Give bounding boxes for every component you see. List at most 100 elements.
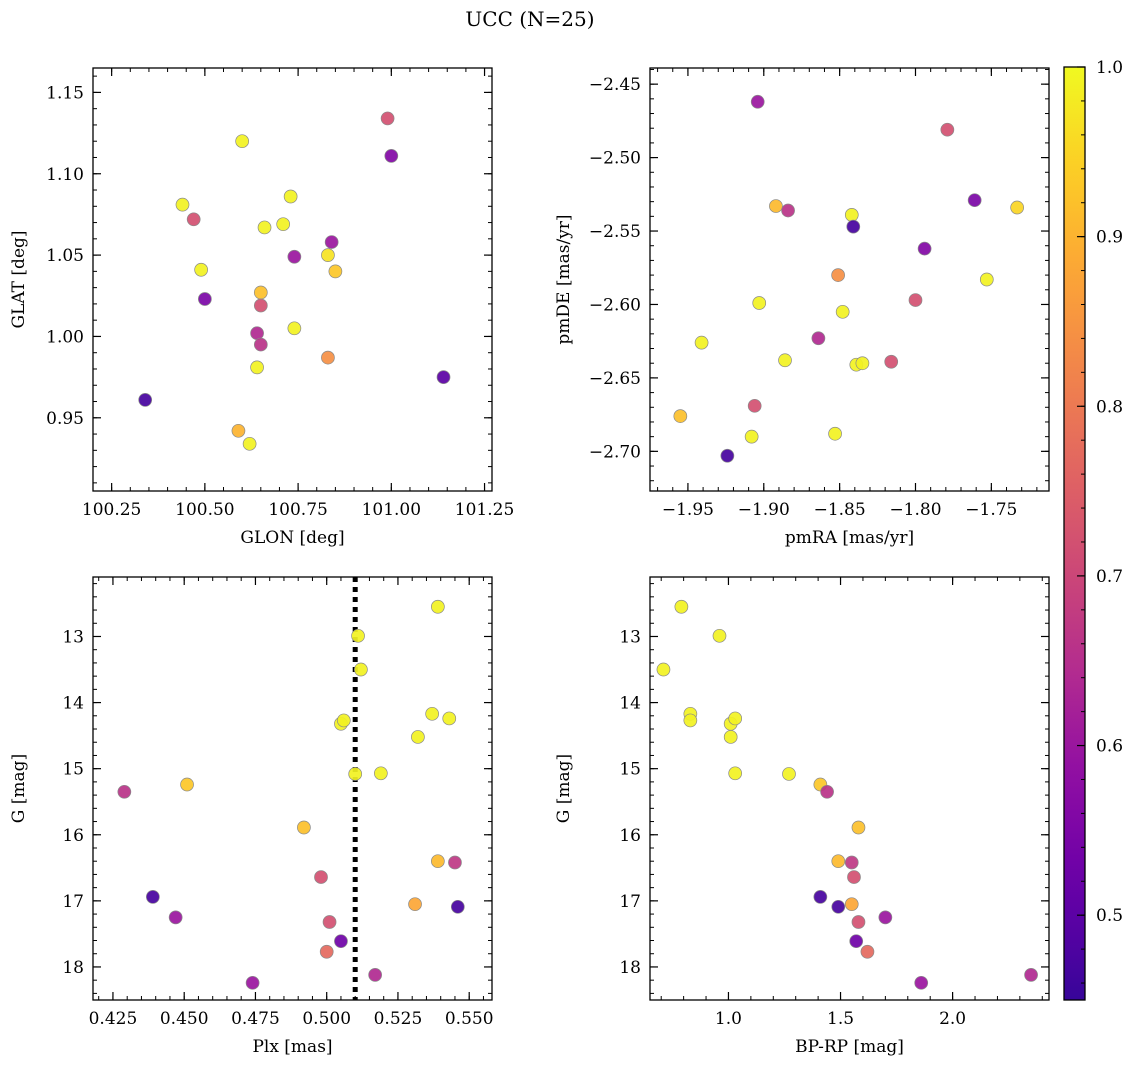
scatter-point xyxy=(380,111,395,126)
x-tick-label: 0.475 xyxy=(231,1009,280,1029)
x-tick-label: 0.500 xyxy=(302,1009,351,1029)
scatter-point xyxy=(168,910,183,925)
x-tick-label: 0.550 xyxy=(445,1009,494,1029)
x-tick-label: −1.95 xyxy=(662,500,714,520)
x-tick-label: 0.450 xyxy=(160,1009,209,1029)
colorbar-gradient xyxy=(1063,66,1086,1001)
x-tick-label: −1.80 xyxy=(889,500,941,520)
y-tick-label: 14 xyxy=(619,694,641,714)
scatter-point xyxy=(782,767,796,781)
panels: 100.25 100.50 100.75 101.00 101.25 0.95 1.00 1.… xyxy=(9,67,1050,1057)
y-tick-label: −2.55 xyxy=(589,222,641,242)
scatter-point xyxy=(835,304,850,319)
y-tick-label: −2.45 xyxy=(589,75,641,95)
x-tick-label: 0.425 xyxy=(89,1009,138,1029)
axes-frame xyxy=(92,576,493,1001)
scatter-point xyxy=(831,268,845,282)
scatter-point xyxy=(851,915,866,929)
x-tick-label: −1.75 xyxy=(965,500,1017,520)
scatter-point xyxy=(878,910,893,925)
scatter-point xyxy=(146,890,160,904)
scatter-point xyxy=(723,730,738,744)
scatter-point xyxy=(720,448,735,463)
scatter-point xyxy=(324,235,339,249)
scatter-point xyxy=(683,713,698,728)
scatter-point xyxy=(656,662,671,677)
scatter-point xyxy=(276,217,291,232)
y-tick-label: 16 xyxy=(619,826,641,846)
x-tick-label: 0.525 xyxy=(374,1009,423,1029)
scatter-points xyxy=(117,599,465,990)
x-axis-label: pmRA [mas/yr] xyxy=(785,528,914,548)
scatter-point xyxy=(231,423,246,438)
y-tick-label: 1.10 xyxy=(46,165,84,185)
scatter-point xyxy=(436,370,451,384)
scatter-point xyxy=(283,189,298,204)
minor-ticks xyxy=(650,577,1049,1000)
scatter-point xyxy=(334,934,348,949)
scatter-point xyxy=(253,337,268,352)
scatter-point xyxy=(250,360,264,375)
scatter-point xyxy=(354,662,368,677)
y-tick-label: 15 xyxy=(619,760,641,780)
y-tick-label: 0.95 xyxy=(46,409,84,429)
scatter-point xyxy=(138,393,153,407)
scatter-point xyxy=(448,855,462,870)
scatter-point xyxy=(336,713,351,728)
scatter-point xyxy=(694,335,709,350)
colorbar: 0.5 0.6 0.7 0.8 0.9 1.0 xyxy=(1063,58,1123,1001)
x-tick-label: 100.75 xyxy=(268,500,327,520)
y-axis-label: pmDE [mas/yr] xyxy=(554,214,574,344)
panel-bprp-g: 1.0 1.5 2.0 13 14 15 16 17 18 BP-RP [mag] G [mag] xyxy=(554,576,1050,1057)
scatter-point xyxy=(321,350,335,365)
scatter-point xyxy=(235,134,250,149)
scatter-point xyxy=(384,149,399,163)
scatter-point xyxy=(917,241,932,256)
x-axis-label: BP-RP [mag] xyxy=(795,1037,904,1057)
scatter-point xyxy=(257,220,272,235)
scatter-point xyxy=(186,212,201,227)
y-tick-label: 18 xyxy=(619,958,641,978)
colorbar-tick-label: 1.0 xyxy=(1096,58,1123,78)
scatter-point xyxy=(728,711,743,726)
y-tick-label: −2.65 xyxy=(589,369,641,389)
scatter-point xyxy=(322,915,337,929)
x-axis-label: Plx [mas] xyxy=(252,1037,332,1057)
y-tick-label: 13 xyxy=(62,627,84,647)
scatter-point xyxy=(180,777,194,792)
scatter-point xyxy=(846,219,861,234)
colorbar-tick-label: 0.6 xyxy=(1096,737,1123,757)
scatter-point xyxy=(297,820,311,835)
scatter-point xyxy=(351,628,365,643)
scatter-point xyxy=(851,820,866,835)
scatter-point xyxy=(908,293,923,307)
x-tick-label: 100.50 xyxy=(175,500,234,520)
scatter-point xyxy=(287,249,302,264)
y-tick-label: 1.05 xyxy=(46,246,84,266)
panel-plx-g: 0.425 0.450 0.475 0.500 0.525 0.550 13 14 15 16 17… xyxy=(9,576,494,1057)
y-tick-label: 17 xyxy=(62,892,84,912)
x-tick-label: −1.90 xyxy=(738,500,790,520)
scatter-point xyxy=(860,944,875,959)
scatter-point xyxy=(408,897,422,912)
scatter-point xyxy=(1024,968,1038,982)
scatter-point xyxy=(747,398,762,413)
scatter-point xyxy=(411,730,425,744)
scatter-point xyxy=(319,944,334,959)
scatter-point xyxy=(855,356,870,371)
scatter-point xyxy=(242,436,257,451)
y-axis-label: GLAT [deg] xyxy=(9,230,29,328)
scatter-point xyxy=(253,285,268,300)
scatter-point xyxy=(328,264,343,279)
minor-ticks xyxy=(93,577,492,1000)
scatter-point xyxy=(368,968,382,982)
y-tick-label: 1.00 xyxy=(46,327,84,347)
scatter-point xyxy=(250,326,264,341)
scatter-point xyxy=(849,934,864,949)
axes-frame xyxy=(649,67,1050,492)
scatter-point xyxy=(769,199,783,213)
panel-pmra-pmde: −1.95 −1.90 −1.85 −1.80 −1.75 −2.70 −2.65 −2.60… xyxy=(554,67,1050,548)
scatter-point xyxy=(940,122,955,137)
scatter-point xyxy=(431,599,445,614)
